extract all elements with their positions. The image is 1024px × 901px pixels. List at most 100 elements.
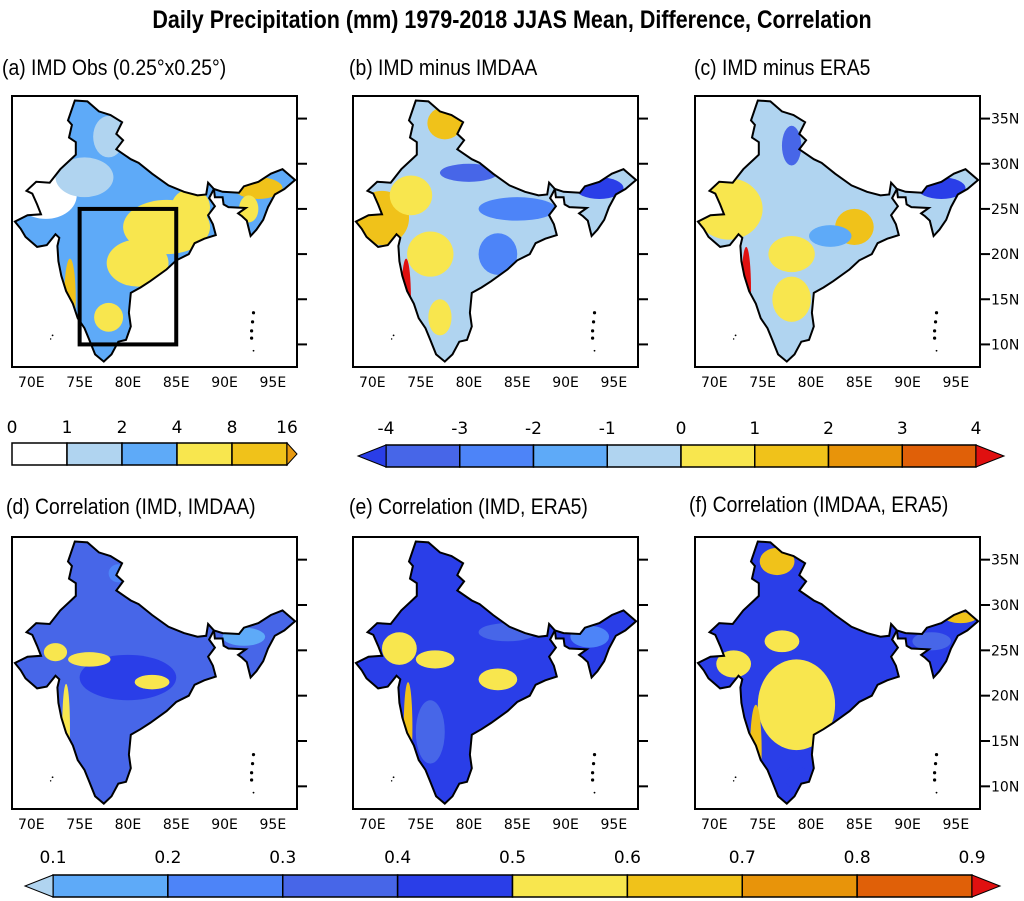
colorbar-segment [856, 874, 973, 898]
island [734, 776, 737, 779]
y-tick-label: 20N [991, 247, 1019, 263]
x-tick-label: 90E [211, 817, 238, 833]
colorbar-segment [680, 444, 756, 468]
panel-c-map: 70E 75E 80E 85E 90E 95E 10N 15N 20N 25N 30N 35N [694, 95, 1019, 391]
field-region [912, 632, 952, 651]
x-tick-label: 80E [798, 375, 825, 391]
field-region [239, 195, 259, 223]
x-tick-label: 85E [163, 375, 190, 391]
island [249, 336, 254, 340]
x-tick-label: 90E [894, 817, 921, 833]
x-tick-label: 70E [359, 817, 386, 833]
x-tick-label: 85E [504, 817, 531, 833]
field-region [570, 625, 610, 648]
colorbar-over-arrow [971, 874, 1002, 898]
field-region [222, 627, 266, 646]
field-region [94, 302, 124, 332]
x-tick-label: 80E [798, 817, 825, 833]
panel-b-map: 70E 75E 80E 85E 90E 95E [352, 95, 648, 391]
island [591, 320, 596, 324]
panel-frame [11, 95, 298, 368]
island [592, 752, 597, 757]
panel-frame [694, 536, 981, 810]
colorbar-label: 0.9 [958, 848, 985, 868]
colorbar-segment [827, 444, 903, 468]
colorbar-under-arrow [23, 874, 54, 898]
island [392, 334, 395, 337]
colorbar-segment [11, 442, 68, 466]
colorbar-segment [66, 442, 123, 466]
x-tick-label: 70E [18, 375, 45, 391]
island [49, 338, 52, 340]
panel-e-map: 70E 75E 80E 85E 90E 95E [352, 536, 648, 833]
field-region [759, 547, 795, 576]
colorbar-label: 0.8 [844, 848, 871, 868]
island [734, 334, 737, 337]
x-tick-label: 80E [456, 817, 483, 833]
y-tick-label: 35N [991, 553, 1019, 569]
x-tick-label: 70E [359, 375, 386, 391]
y-tick-label: 10N [991, 337, 1019, 353]
northeast-coastline [212, 168, 297, 239]
field-region [68, 652, 111, 667]
x-tick-label: 70E [701, 817, 728, 833]
colorbar-segment [532, 444, 608, 468]
india-coastline [696, 540, 901, 805]
field-region [478, 233, 518, 275]
y-tick-label: 25N [991, 202, 1019, 218]
island [392, 776, 395, 779]
island [49, 780, 52, 782]
colorbar-label: -1 [599, 419, 616, 439]
colorbar-segment [741, 874, 858, 898]
colorbar-segment [121, 442, 178, 466]
colorbar-label: 0.6 [614, 848, 641, 868]
colorbar-segment [511, 874, 629, 898]
x-tick-label: 90E [552, 817, 579, 833]
field-region [772, 276, 811, 322]
colorbar-over-arrow [286, 441, 298, 467]
colorbar-label: -4 [378, 419, 395, 439]
panel-e-title: (e) Correlation (IMD, ERA5) [349, 494, 588, 519]
island [390, 338, 393, 340]
field-region [415, 650, 455, 669]
panel-d-map: 70E 75E 80E 85E 90E 95E [11, 536, 307, 833]
panel-frame [352, 536, 639, 810]
field-region [415, 700, 445, 764]
island [51, 776, 54, 779]
colorbar-label: 4 [971, 419, 982, 439]
corr-colorbar: 0.1 0.2 0.3 0.4 0.5 0.6 0.7 0.8 0.9 [23, 848, 1002, 898]
field-region [171, 189, 211, 226]
colorbar-label: 16 [276, 418, 298, 438]
field-region [106, 239, 169, 287]
y-tick-label: 30N [991, 598, 1019, 614]
island [251, 311, 256, 315]
colorbar-segment [606, 444, 682, 468]
panel-a-map: 70E 75E 80E 85E 90E 95E [11, 95, 307, 391]
x-tick-label: 75E [749, 817, 776, 833]
field-region [768, 236, 815, 273]
island [252, 791, 255, 794]
y-tick-label: 20N [991, 689, 1019, 705]
island [593, 349, 596, 352]
island [590, 778, 595, 782]
island [249, 771, 254, 775]
island [51, 334, 54, 337]
x-tick-label: 70E [18, 817, 45, 833]
colorbar-label: -3 [451, 419, 468, 439]
colorbar-label: 0 [676, 419, 687, 439]
x-tick-label: 95E [260, 375, 287, 391]
island [250, 762, 255, 766]
northeast-coastline [895, 609, 980, 680]
india-coastline [13, 540, 218, 805]
island [932, 771, 937, 775]
x-tick-label: 75E [407, 375, 434, 391]
island [935, 349, 938, 352]
india-coastline [696, 99, 901, 363]
island [251, 752, 256, 757]
island [250, 320, 255, 324]
field-region [439, 163, 498, 182]
field-region [764, 630, 800, 653]
colorbar-label: 1 [749, 419, 760, 439]
x-tick-label: 95E [943, 817, 970, 833]
